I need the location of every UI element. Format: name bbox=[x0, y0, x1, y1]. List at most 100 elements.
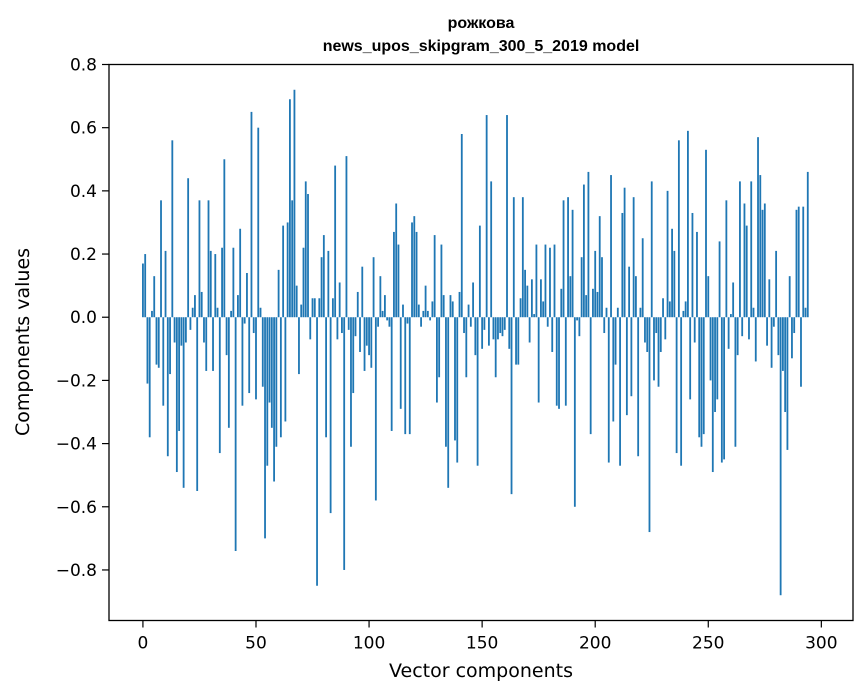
bar-119 bbox=[411, 222, 413, 318]
chart-title: рожкова bbox=[448, 15, 515, 32]
bar-68 bbox=[295, 285, 298, 318]
bar-90 bbox=[345, 156, 348, 318]
bar-38 bbox=[227, 317, 230, 428]
bar-78 bbox=[318, 298, 321, 318]
bar-71 bbox=[302, 247, 305, 318]
bar-225 bbox=[650, 181, 653, 318]
bar-11 bbox=[166, 317, 169, 457]
bar-234 bbox=[671, 228, 673, 318]
bar-182 bbox=[553, 244, 556, 318]
bar-212 bbox=[621, 212, 624, 318]
bar-49 bbox=[252, 317, 255, 334]
bar-188 bbox=[567, 197, 569, 318]
bar-154 bbox=[490, 181, 493, 318]
bar-235 bbox=[673, 250, 676, 318]
bar-151 bbox=[483, 317, 486, 330]
y-tick-label: −0.8 bbox=[56, 561, 97, 581]
bar-17 bbox=[180, 317, 183, 346]
bar-274 bbox=[761, 209, 764, 318]
bar-236 bbox=[675, 317, 678, 454]
bar-279 bbox=[772, 317, 775, 327]
bar-192 bbox=[576, 317, 579, 321]
bar-56 bbox=[268, 317, 271, 403]
bar-194 bbox=[580, 257, 583, 318]
bar-163 bbox=[510, 317, 513, 495]
bar-115 bbox=[402, 304, 404, 318]
bar-266 bbox=[743, 203, 746, 318]
bar-202 bbox=[598, 216, 601, 318]
bar-113 bbox=[397, 244, 400, 318]
bar-30 bbox=[209, 250, 212, 318]
bar-65 bbox=[289, 99, 291, 318]
bar-164 bbox=[512, 197, 515, 318]
bar-18 bbox=[182, 317, 185, 488]
bar-282 bbox=[779, 317, 782, 596]
bar-50 bbox=[255, 317, 257, 400]
bar-173 bbox=[533, 314, 536, 318]
bar-227 bbox=[655, 317, 658, 334]
bar-233 bbox=[668, 301, 671, 318]
bar-242 bbox=[689, 317, 692, 400]
y-tick-label: −0.4 bbox=[56, 435, 97, 455]
bar-244 bbox=[693, 317, 696, 343]
bar-77 bbox=[316, 317, 318, 586]
bar-104 bbox=[377, 317, 380, 327]
bar-170 bbox=[526, 285, 529, 318]
bar-117 bbox=[406, 317, 409, 324]
bar-214 bbox=[625, 317, 628, 416]
bar-161 bbox=[506, 115, 508, 318]
x-tick-label: 100 bbox=[353, 634, 385, 654]
bar-114 bbox=[399, 317, 402, 409]
bar-232 bbox=[666, 190, 669, 318]
bar-74 bbox=[309, 317, 312, 340]
bar-23 bbox=[194, 295, 196, 318]
bar-110 bbox=[390, 317, 393, 431]
bar-168 bbox=[521, 197, 524, 318]
bar-146 bbox=[472, 282, 474, 318]
bar-22 bbox=[191, 307, 194, 318]
bar-277 bbox=[768, 279, 771, 318]
bar-258 bbox=[725, 200, 728, 318]
bar-278 bbox=[770, 317, 773, 368]
bar-37 bbox=[225, 317, 228, 356]
bar-156 bbox=[494, 317, 497, 378]
bar-289 bbox=[795, 209, 798, 318]
bar-88 bbox=[341, 317, 343, 334]
bar-252 bbox=[711, 317, 714, 473]
bar-204 bbox=[603, 317, 606, 334]
bar-273 bbox=[759, 175, 762, 318]
bar-181 bbox=[551, 317, 554, 352]
bar-140 bbox=[458, 291, 461, 318]
bar-47 bbox=[248, 317, 251, 394]
bar-107 bbox=[383, 295, 386, 318]
bar-292 bbox=[802, 206, 805, 318]
bar-138 bbox=[454, 317, 456, 441]
bar-106 bbox=[381, 310, 384, 318]
bar-196 bbox=[585, 295, 588, 318]
chart-subtitle: news_upos_skipgram_300_5_2019 model bbox=[323, 38, 640, 55]
bar-79 bbox=[320, 257, 323, 318]
bar-216 bbox=[630, 317, 633, 397]
bar-290 bbox=[797, 206, 800, 318]
x-tick-label: 50 bbox=[245, 634, 267, 654]
bar-25 bbox=[198, 200, 201, 318]
bar-222 bbox=[644, 317, 646, 343]
bar-61 bbox=[279, 317, 282, 438]
bar-157 bbox=[497, 317, 499, 340]
bar-53 bbox=[261, 317, 264, 387]
bar-134 bbox=[445, 317, 447, 447]
bar-176 bbox=[540, 279, 542, 318]
bar-26 bbox=[200, 291, 203, 318]
bar-261 bbox=[732, 282, 735, 318]
bar-64 bbox=[286, 222, 289, 318]
bar-217 bbox=[632, 197, 635, 318]
bar-70 bbox=[300, 304, 303, 318]
bar-208 bbox=[612, 317, 615, 422]
bar-27 bbox=[203, 317, 205, 343]
bar-96 bbox=[359, 317, 361, 352]
bar-256 bbox=[720, 317, 723, 463]
bar-93 bbox=[352, 317, 355, 394]
bar-58 bbox=[273, 317, 275, 482]
bar-24 bbox=[196, 317, 199, 491]
bar-132 bbox=[440, 244, 443, 318]
